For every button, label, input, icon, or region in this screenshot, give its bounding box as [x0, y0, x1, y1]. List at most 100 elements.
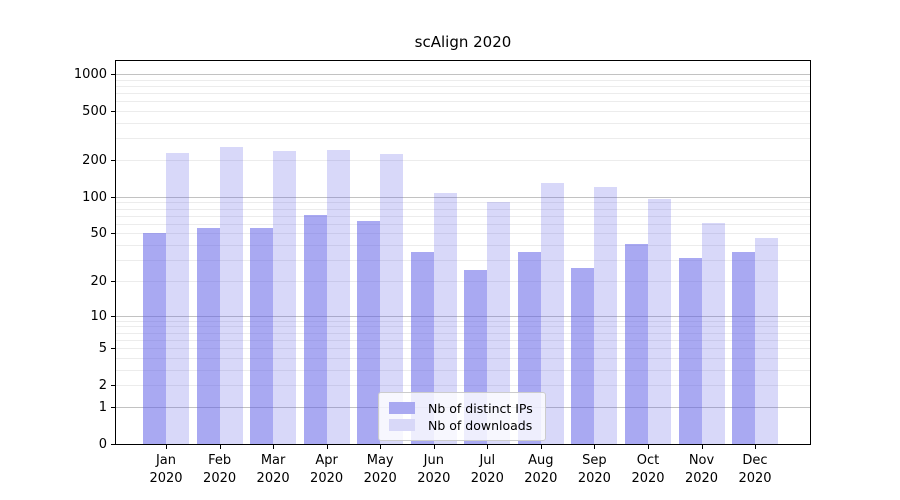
y-tick-mark-100: [111, 196, 115, 198]
x-tick-mark-jan: [166, 445, 167, 449]
x-tick-mark-aug: [540, 445, 542, 449]
y-tick-mark-0: [111, 444, 115, 445]
gridline-2: [116, 385, 810, 387]
y-tick-label-1000: 1000: [73, 67, 107, 82]
gridline-5: [116, 348, 810, 349]
x-tick-mark-oct: [648, 445, 649, 449]
gridline-4: [116, 357, 810, 359]
y-tick-mark-200: [111, 160, 115, 161]
legend: Nb of distinct IPs Nb of downloads: [378, 392, 546, 441]
legend-swatch-downloads: [389, 419, 415, 431]
gridline-6: [116, 339, 810, 341]
bar-downloads-oct: [648, 199, 671, 445]
x-tick-mark-apr: [326, 445, 328, 449]
gridline-9: [116, 320, 810, 322]
y-tick-mark-1000: [111, 74, 115, 75]
legend-item-distinct-ips: Nb of distinct IPs: [389, 400, 545, 416]
legend-item-downloads: Nb of downloads: [389, 417, 545, 433]
bar-downloads-feb: [219, 147, 243, 445]
gridline-8: [116, 326, 810, 328]
gridline-900: [116, 79, 810, 81]
gridline-300: [116, 138, 810, 140]
x-tick-label-jan: Jan 2020: [149, 453, 183, 486]
gridline-600: [116, 101, 810, 103]
gridline-7: [116, 332, 810, 334]
gridline-1000: [116, 74, 810, 75]
legend-swatch-distinct-ips: [389, 402, 415, 414]
x-tick-label-sep: Sep 2020: [577, 453, 611, 486]
gridline-3: [116, 369, 810, 371]
y-tick-label-500: 500: [82, 104, 107, 120]
bar-downloads-dec: [755, 237, 778, 445]
bar-ips-dec: [732, 252, 755, 445]
x-tick-mark-jul: [487, 445, 489, 449]
x-tick-label-apr: Apr 2020: [310, 453, 344, 486]
bar-downloads-jun: [433, 193, 457, 445]
bar-downloads-sep: [594, 187, 618, 445]
y-tick-mark-500: [111, 111, 115, 113]
x-tick-label-mar: Mar 2020: [256, 453, 290, 486]
gridline-700: [116, 93, 810, 95]
gridline-20: [116, 280, 810, 282]
y-tick-label-5: 5: [98, 341, 107, 356]
gridline-40: [116, 245, 810, 247]
gridline-10: [116, 315, 810, 317]
gridline-500: [116, 111, 810, 113]
bar-downloads-mar: [273, 151, 297, 445]
bar-ips-feb: [196, 228, 220, 445]
legend-label-distinct-ips: Nb of distinct IPs: [428, 400, 533, 416]
bar-downloads-apr: [326, 149, 350, 445]
x-tick-mark-may: [380, 445, 382, 449]
y-tick-label-0: 0: [98, 437, 107, 452]
x-tick-label-oct: Oct 2020: [631, 453, 665, 486]
gridline-800: [116, 85, 810, 87]
y-tick-label-200: 200: [82, 153, 107, 168]
gridline-70: [116, 215, 810, 217]
x-tick-label-dec: Dec 2020: [738, 453, 772, 486]
y-tick-label-20: 20: [90, 273, 107, 289]
x-tick-mark-nov: [701, 445, 703, 449]
x-tick-mark-jun: [433, 445, 435, 449]
bar-ips-sep: [571, 267, 595, 445]
bar-downloads-jan: [166, 152, 189, 445]
gridline-60: [116, 223, 810, 225]
legend-label-downloads: Nb of downloads: [428, 417, 533, 433]
gridline-400: [116, 123, 810, 124]
bar-ips-mar: [250, 227, 274, 445]
y-tick-label-50: 50: [90, 226, 107, 242]
bar-ips-jan: [143, 233, 166, 445]
bar-downloads-nov: [701, 223, 725, 445]
y-tick-mark-5: [111, 348, 115, 349]
x-tick-label-may: May 2020: [363, 453, 397, 486]
x-tick-label-nov: Nov 2020: [684, 453, 719, 486]
y-tick-mark-1: [111, 406, 115, 408]
y-tick-label-1: 1: [98, 399, 107, 415]
y-tick-mark-50: [111, 233, 115, 235]
bar-downloads-aug: [540, 182, 564, 445]
bar-ips-may: [357, 221, 381, 445]
gridline-90: [116, 202, 810, 204]
y-tick-mark-10: [111, 315, 115, 317]
x-tick-mark-feb: [219, 445, 221, 449]
y-tick-label-10: 10: [90, 308, 107, 324]
chart-title: scAlign 2020: [414, 33, 512, 51]
y-tick-label-100: 100: [82, 189, 107, 205]
gridline-200: [116, 160, 810, 161]
x-tick-label-feb: Feb 2020: [203, 453, 237, 486]
plot-area: [116, 61, 810, 445]
x-tick-label-aug: Aug 2020: [524, 453, 558, 486]
bar-downloads-may: [380, 153, 404, 445]
gridline-30: [116, 260, 810, 262]
x-tick-mark-dec: [755, 445, 756, 449]
y-tick-mark-20: [111, 280, 115, 282]
y-tick-mark-2: [111, 385, 115, 387]
x-tick-label-jun: Jun 2020: [417, 453, 451, 486]
bar-ips-oct: [625, 243, 648, 445]
x-tick-mark-mar: [273, 445, 275, 449]
gridline-100: [116, 196, 810, 198]
gridline-80: [116, 208, 810, 210]
bar-ips-nov: [678, 258, 702, 445]
bar-downloads-jul: [487, 201, 511, 445]
x-tick-mark-sep: [594, 445, 596, 449]
